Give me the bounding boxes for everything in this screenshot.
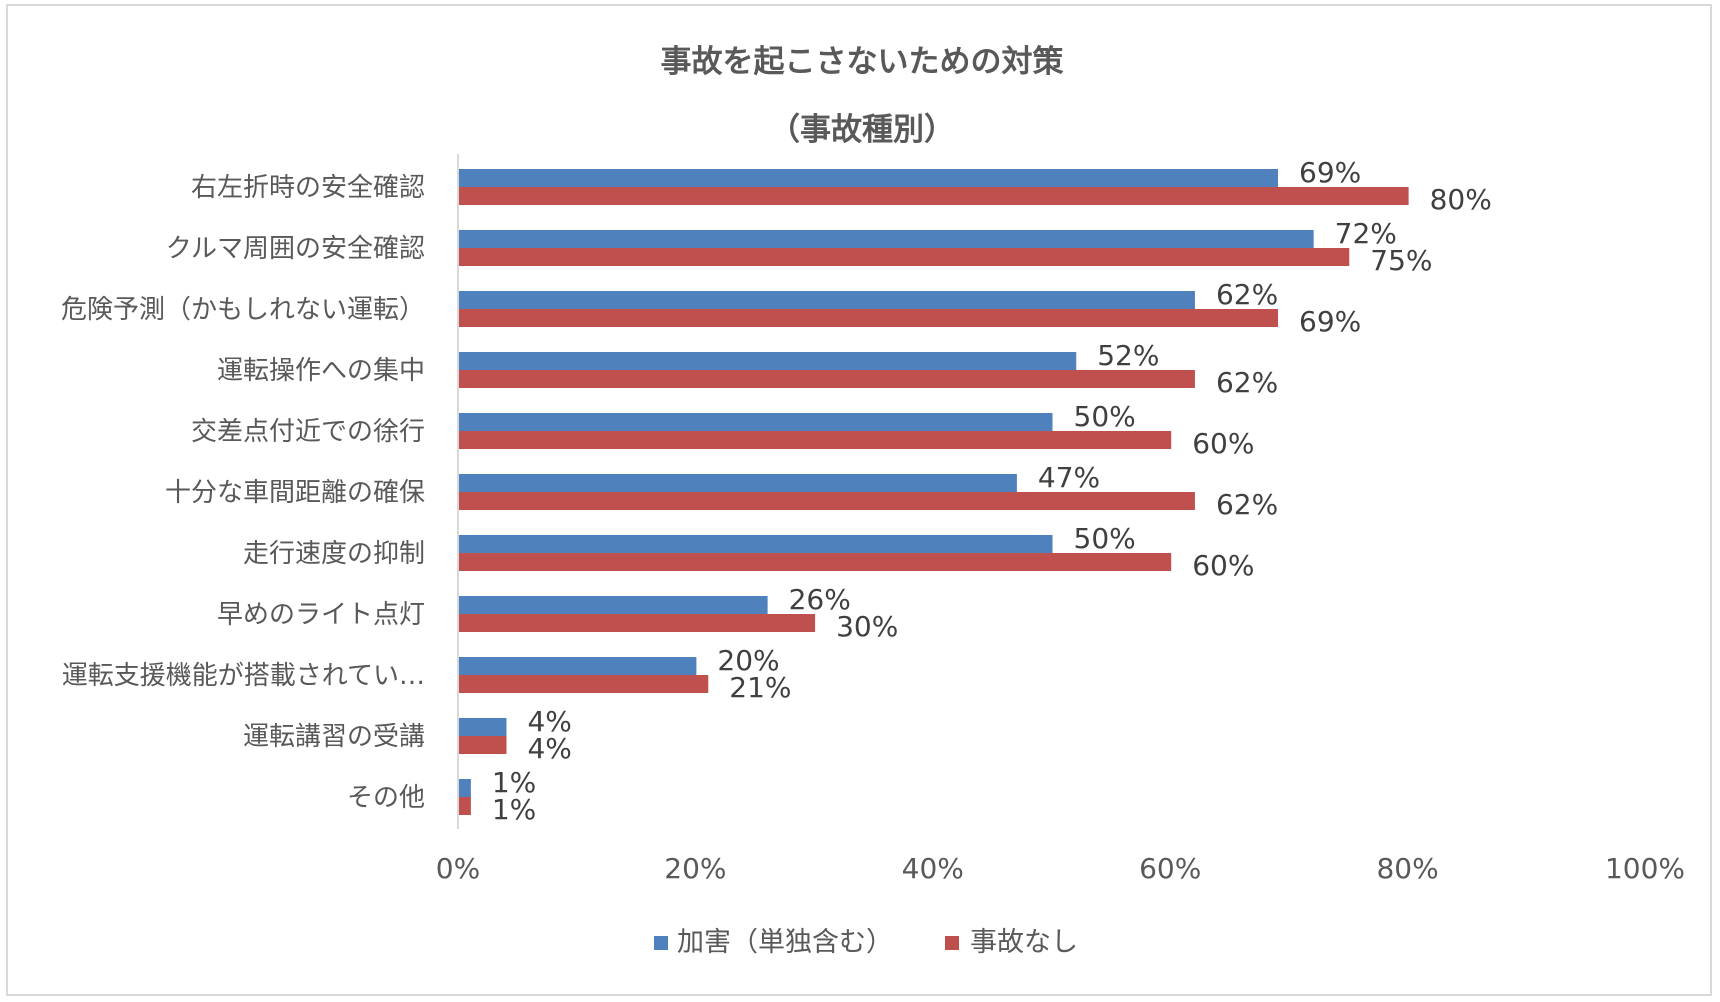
bar-jiko-nashi	[459, 248, 1350, 266]
data-label: 62%	[1216, 366, 1278, 399]
bar-kagai	[459, 474, 1017, 492]
chart-subtitle: （事故種別）	[769, 112, 955, 148]
x-tick-label: 80%	[1376, 852, 1438, 885]
data-label: 72%	[1335, 217, 1397, 250]
legend: 加害（単独含む） 事故なし	[654, 927, 1078, 958]
data-label: 50%	[1074, 522, 1136, 555]
bar-jiko-nashi	[459, 736, 507, 754]
bar-kagai	[459, 169, 1279, 187]
category-label: 運転操作への集中	[217, 356, 425, 386]
bar-jiko-nashi	[459, 370, 1195, 388]
x-tick-label: 100%	[1605, 852, 1685, 885]
category-label: 走行速度の抑制	[243, 539, 425, 569]
category-label: 危険予測（かもしれない運転）	[61, 295, 425, 325]
legend-label: 事故なし	[970, 927, 1078, 958]
bar-jiko-nashi	[459, 187, 1409, 205]
data-label: 80%	[1430, 183, 1492, 216]
data-label: 20%	[717, 644, 779, 677]
data-label: 30%	[836, 610, 898, 643]
bar-jiko-nashi	[459, 492, 1195, 510]
category-label: 運転支援機能が搭載されてい…	[62, 661, 425, 691]
bar-kagai	[459, 718, 507, 736]
bar-kagai	[459, 535, 1053, 553]
bar-kagai	[459, 230, 1314, 248]
labels-layer: 右左折時の安全確認 69% 80% クルマ周囲の安全確認 72%75% 危険予測（かもしれ…	[61, 156, 1492, 826]
data-label: 50%	[1074, 400, 1136, 433]
data-label: 62%	[1216, 278, 1278, 311]
bar-jiko-nashi	[459, 675, 709, 693]
legend-swatch	[945, 936, 959, 950]
data-label: 60%	[1192, 427, 1254, 460]
bar-jiko-nashi	[459, 614, 816, 632]
data-label: 1%	[492, 766, 536, 799]
legend-label: 加害（単独含む）	[677, 927, 893, 958]
data-label: 1%	[492, 793, 536, 826]
data-label: 62%	[1216, 488, 1278, 521]
data-label: 47%	[1038, 461, 1100, 494]
category-label: 右左折時の安全確認	[191, 173, 425, 203]
data-label: 21%	[729, 671, 791, 704]
axis-layer: 0% 20% 40% 60% 80% 100%	[436, 154, 1685, 885]
category-label: 運転講習の受講	[243, 722, 425, 752]
data-label: 60%	[1192, 549, 1254, 582]
x-tick-label: 0%	[436, 852, 480, 885]
bar-kagai	[459, 413, 1053, 431]
bars-layer	[459, 169, 1409, 815]
data-label: 4%	[527, 732, 571, 765]
category-label: クルマ周囲の安全確認	[166, 234, 425, 264]
bar-kagai	[459, 596, 768, 614]
data-label: 52%	[1097, 339, 1159, 372]
x-tick-label: 20%	[664, 852, 726, 885]
legend-swatch	[654, 936, 668, 950]
bar-jiko-nashi	[459, 431, 1172, 449]
x-tick-label: 60%	[1139, 852, 1201, 885]
data-label: 69%	[1299, 305, 1361, 338]
bar-jiko-nashi	[459, 309, 1279, 327]
data-label: 26%	[789, 583, 851, 616]
data-label: 69%	[1299, 156, 1361, 189]
bar-kagai	[459, 779, 471, 797]
x-tick-label: 40%	[902, 852, 964, 885]
category-label: その他	[347, 783, 425, 813]
bar-kagai	[459, 291, 1195, 309]
category-label: 十分な車間距離の確保	[165, 478, 425, 508]
bar-kagai	[459, 352, 1077, 370]
data-label: 4%	[527, 705, 571, 738]
chart-title: 事故を起こさないための対策	[661, 44, 1064, 80]
bar-kagai	[459, 657, 697, 675]
data-label: 75%	[1370, 244, 1432, 277]
bar-jiko-nashi	[459, 797, 471, 815]
category-label: 早めのライト点灯	[217, 600, 425, 630]
category-label: 交差点付近での徐行	[191, 417, 425, 447]
bar-jiko-nashi	[459, 553, 1172, 571]
